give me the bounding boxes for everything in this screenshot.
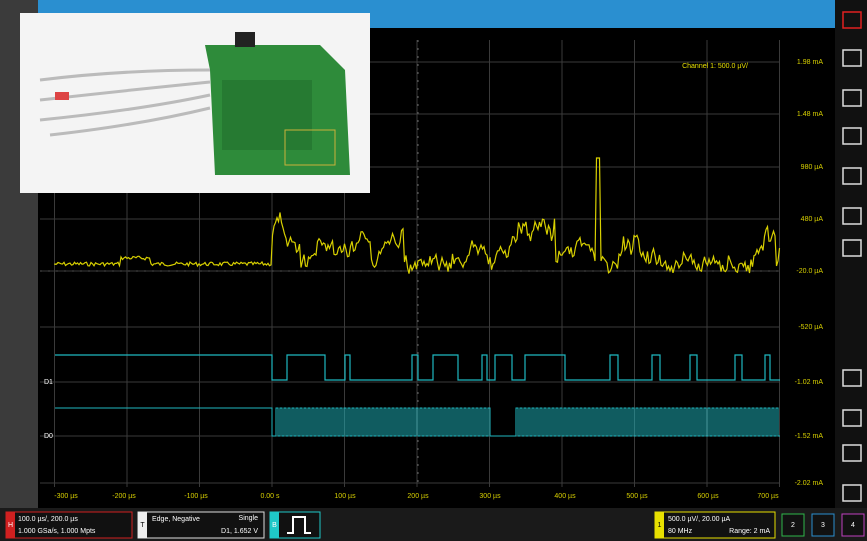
- x-tick-label: 600 µs: [697, 493, 719, 500]
- channel-number: 3: [821, 522, 825, 529]
- photo-inset: [20, 13, 370, 193]
- channel-number: 4: [851, 522, 855, 529]
- badge: B: [272, 522, 277, 529]
- digital-label: D1: [44, 379, 53, 386]
- tool-icon[interactable]: [842, 167, 862, 185]
- x-tick-label: -200 µs: [112, 493, 136, 500]
- y-tick-label: 480 µA: [801, 216, 824, 223]
- tool-icon[interactable]: [842, 207, 862, 225]
- x-tick-label: 500 µs: [626, 493, 648, 500]
- badge: T: [140, 522, 145, 529]
- status-text: 100.0 µs/, 200.0 µs: [18, 516, 78, 523]
- x-tick-label: 700 µs: [757, 493, 779, 500]
- y-tick-label: -2.02 mA: [795, 480, 824, 487]
- x-tick-label: -100 µs: [184, 493, 208, 500]
- status-text: 80 MHz: [668, 528, 693, 535]
- status-text: 500.0 µV/, 20.00 µA: [668, 516, 730, 523]
- channel-label: Channel 1: 500.0 µV/: [682, 63, 748, 70]
- y-tick-label: -20.0 µA: [796, 268, 823, 275]
- tool-icon[interactable]: [842, 444, 862, 462]
- channel-box[interactable]: [781, 513, 805, 537]
- y-tick-label: 1.48 mA: [797, 111, 823, 118]
- channel-number: 2: [791, 522, 795, 529]
- y-tick-label: -520 µA: [798, 324, 823, 331]
- tool-icon[interactable]: [842, 239, 862, 257]
- channel-box[interactable]: [841, 513, 865, 537]
- toolbar[interactable]: [835, 0, 867, 508]
- tool-icon[interactable]: [842, 127, 862, 145]
- status-text: 1.000 GSa/s, 1.000 Mpts: [18, 528, 96, 535]
- x-tick-label: 200 µs: [407, 493, 429, 500]
- x-tick-label: 400 µs: [554, 493, 576, 500]
- channel-box[interactable]: [811, 513, 835, 537]
- tool-icon[interactable]: [842, 89, 862, 107]
- analog-trace: [54, 157, 781, 274]
- digital-trace: [55, 354, 780, 381]
- status-text: Edge, Negative: [152, 516, 200, 523]
- y-tick-label: -1.02 mA: [795, 379, 824, 386]
- toolbar-icons[interactable]: [842, 11, 862, 502]
- trigger-box[interactable]: T Edge, Negative Single D1, 1.652 V: [137, 511, 265, 539]
- horizontal-box[interactable]: H 100.0 µs/, 200.0 µs 1.000 GSa/s, 1.000…: [5, 511, 133, 539]
- y-tick-label: 980 µA: [801, 164, 824, 171]
- tool-icon[interactable]: [842, 49, 862, 67]
- bus-box[interactable]: B: [269, 511, 321, 539]
- status-text: D1, 1.652 V: [221, 528, 258, 535]
- badge: 1: [658, 522, 662, 529]
- status-text: Range: 2 mA: [729, 528, 770, 535]
- digital-trace: [55, 407, 780, 437]
- y-tick-label: 1.98 mA: [797, 59, 823, 66]
- tool-icon[interactable]: [842, 409, 862, 427]
- tool-icon[interactable]: [842, 484, 862, 502]
- x-tick-label: -300 µs: [54, 493, 78, 500]
- x-tick-label: 300 µs: [479, 493, 501, 500]
- traces: [54, 157, 781, 437]
- badge: H: [8, 522, 13, 529]
- tool-icon[interactable]: [842, 369, 862, 387]
- y-tick-label: -1.52 mA: [795, 433, 824, 440]
- x-tick-label: 100 µs: [334, 493, 356, 500]
- digital-label: D0: [44, 433, 53, 440]
- x-tick-label: 0.00 s: [260, 493, 280, 500]
- channel1-box[interactable]: 1 500.0 µV/, 20.00 µA 80 MHz Range: 2 mA: [654, 511, 776, 539]
- tool-icon[interactable]: [842, 11, 862, 29]
- status-text: Single: [239, 515, 259, 522]
